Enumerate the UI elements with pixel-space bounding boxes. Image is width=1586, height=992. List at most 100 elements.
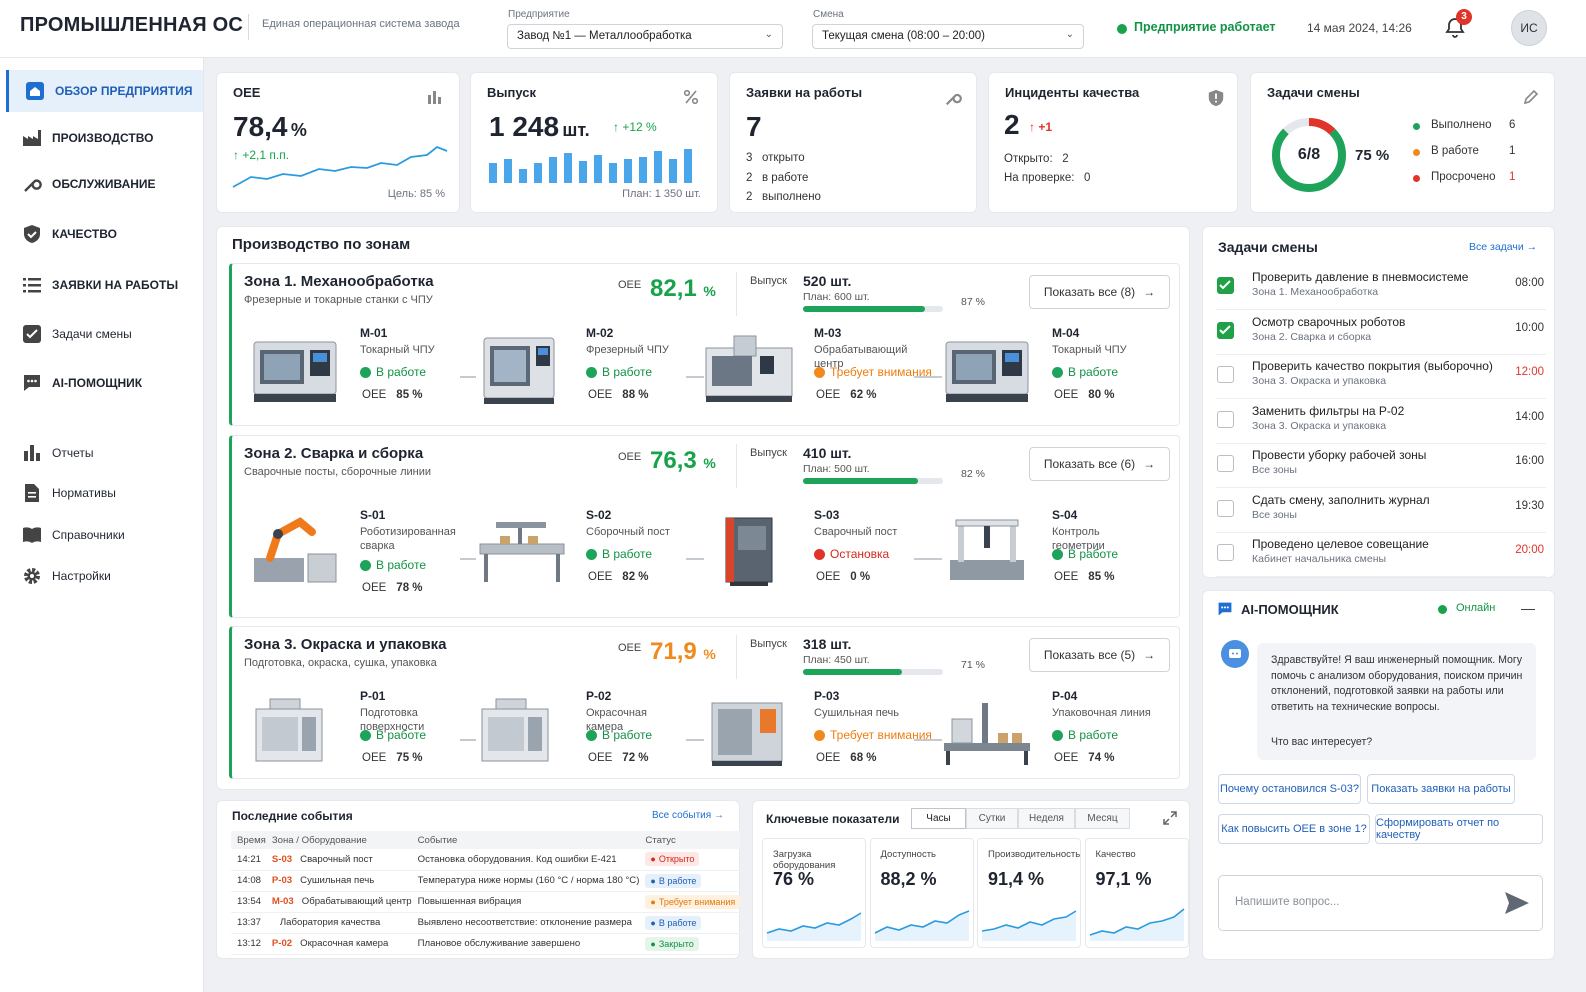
machine-image[interactable] xyxy=(250,514,342,590)
machine-code[interactable]: S-03 xyxy=(814,508,840,522)
all-events-link[interactable]: Все события → xyxy=(652,810,724,821)
zone-card[interactable]: Зона 1. Механообработка Фрезерные и токар… xyxy=(229,263,1180,426)
machine-image[interactable] xyxy=(250,695,342,771)
show-all-button[interactable]: Показать все (5) → xyxy=(1029,638,1170,672)
task-item[interactable]: Осмотр сварочных роботов Зона 2. Сварка и… xyxy=(1216,311,1546,355)
machine-image[interactable] xyxy=(250,332,342,408)
metric-value: 88,2 % xyxy=(880,869,937,889)
event-time: 13:12 xyxy=(231,933,266,955)
suggestion-chip[interactable]: Показать заявки на работы xyxy=(1367,774,1515,804)
tasks-legend: Выполнено 6 В работе 1 Просрочено 1 xyxy=(1413,119,1533,197)
task-checkbox[interactable] xyxy=(1217,277,1234,294)
sidebar-item-settings[interactable]: Настройки xyxy=(6,555,203,597)
metric-card[interactable]: Загрузка оборудования 76 % xyxy=(762,838,866,948)
task-checkbox[interactable] xyxy=(1217,410,1234,428)
task-checkbox[interactable] xyxy=(1217,366,1234,383)
machine-name: Токарный ЧПУ xyxy=(1052,344,1127,356)
zone-oee-value: 82,1 % xyxy=(650,275,716,302)
task-item[interactable]: Заменить фильтры на P-02 Зона 3. Окраска … xyxy=(1216,400,1546,444)
tab-day[interactable]: Сутки xyxy=(966,808,1018,829)
kpi-delta: ↑ +1 xyxy=(1029,120,1053,134)
table-row[interactable]: 13:54 M-03 Обрабатывающий центр Повышенная … xyxy=(231,891,741,913)
sidebar-item-ai[interactable]: AI-ПОМОЩНИК xyxy=(6,362,203,404)
machine-image[interactable] xyxy=(704,514,796,590)
machine-image[interactable] xyxy=(476,514,568,590)
suggestion-chip[interactable]: Как повысить OEE в зоне 1? xyxy=(1218,814,1370,844)
sidebar-item-label: ОБСЛУЖИВАНИЕ xyxy=(52,177,156,191)
machine-code[interactable]: P-02 xyxy=(586,689,612,703)
avatar[interactable]: ИС xyxy=(1511,10,1547,46)
kpi-workorders-card[interactable]: Заявки на работы 7 3 открыто 2 в работе … xyxy=(729,72,977,213)
suggestion-chip[interactable]: Почему остановился S-03? xyxy=(1218,774,1361,804)
send-icon[interactable] xyxy=(1504,891,1530,915)
task-item[interactable]: Проверить качество покрытия (выборочно) З… xyxy=(1216,355,1546,399)
table-row[interactable]: 14:21 S-03 Сварочный пост Остановка оборудо… xyxy=(231,849,741,871)
task-title: Проверить давление в пневмосистеме xyxy=(1252,270,1469,284)
task-checkbox[interactable] xyxy=(1217,455,1234,472)
ai-input-field[interactable]: Напишите вопрос... xyxy=(1218,875,1543,931)
sidebar-item-workorders[interactable]: ЗАЯВКИ НА РАБОТЫ xyxy=(6,264,203,306)
machine-code[interactable]: M-02 xyxy=(586,326,614,340)
shift-select[interactable]: Текущая смена (08:00 – 20:00) ⌄ xyxy=(812,24,1084,49)
machine-name: Окрасочная камера xyxy=(586,707,647,733)
tab-hours[interactable]: Часы xyxy=(911,808,966,829)
kpi-oee-card[interactable]: OEE 78,4 % ↑ +2,1 п.п. Цель: 85 % xyxy=(216,72,460,213)
sidebar-item-overview[interactable]: ОБЗОР ПРЕДПРИЯТИЯ xyxy=(6,70,203,112)
kpi-tasks-card[interactable]: Задачи смены 6/8 75 % Выполнено 6 В работ… xyxy=(1250,72,1555,213)
sidebar-item-quality[interactable]: КАЧЕСТВО xyxy=(6,213,203,255)
machine-code[interactable]: S-04 xyxy=(1052,508,1078,522)
task-item[interactable]: Проверить давление в пневмосистеме Зона 1… xyxy=(1216,266,1546,310)
machine-code[interactable]: P-03 xyxy=(814,689,840,703)
table-row[interactable]: 13:37 Лаборатория качества Выявлено несоот… xyxy=(231,912,741,934)
divider xyxy=(736,635,737,679)
zone-card[interactable]: Зона 3. Окраска и упаковка Подготовка, ок… xyxy=(229,626,1180,779)
kpi-incidents-card[interactable]: Инциденты качества 2 ↑ +1 Открыто: 2 На … xyxy=(988,72,1238,213)
sidebar-item-production[interactable]: ПРОИЗВОДСТВО xyxy=(6,117,203,159)
kpi-output-card[interactable]: Выпуск 1 248 шт. ↑ +12 % План: 1 350 шт. xyxy=(470,72,718,213)
all-tasks-link[interactable]: Все задачи → xyxy=(1469,241,1538,253)
machine-code[interactable]: S-01 xyxy=(360,508,386,522)
metric-card[interactable]: Качество 97,1 % xyxy=(1084,838,1189,948)
sidebar-item-shift-tasks[interactable]: Задачи смены xyxy=(6,313,203,355)
suggestion-chip[interactable]: Сформировать отчет по качеству xyxy=(1375,814,1543,844)
tab-week[interactable]: Неделя xyxy=(1018,808,1075,829)
task-checkbox[interactable] xyxy=(1217,321,1234,339)
machine-image[interactable] xyxy=(704,332,796,408)
task-item[interactable]: Сдать смену, заполнить журнал Все зоны 19:… xyxy=(1216,489,1546,533)
enterprise-select[interactable]: Завод №1 — Металлообработка ⌄ xyxy=(507,24,783,49)
zone-card[interactable]: Зона 2. Сварка и сборка Сварочные посты, … xyxy=(229,435,1180,618)
machine-code[interactable]: P-01 xyxy=(360,689,386,703)
machine-image[interactable] xyxy=(476,332,568,408)
minimize-icon[interactable]: — xyxy=(1521,600,1535,616)
show-all-button[interactable]: Показать все (6) → xyxy=(1029,447,1170,481)
task-item[interactable]: Провести уборку рабочей зоны Все зоны 16:0… xyxy=(1216,444,1546,488)
machine-image[interactable] xyxy=(942,695,1034,771)
task-checkbox[interactable] xyxy=(1217,544,1234,561)
machine-image[interactable] xyxy=(704,695,796,771)
event-equipment: P-02 Окрасочная камера xyxy=(265,933,412,955)
machine-code[interactable]: M-03 xyxy=(814,326,842,340)
sidebar-item-maintenance[interactable]: ОБСЛУЖИВАНИЕ xyxy=(6,163,203,205)
machine-code[interactable]: M-04 xyxy=(1052,326,1080,340)
metric-card[interactable]: Доступность 88,2 % xyxy=(869,838,974,948)
expand-icon[interactable] xyxy=(1162,810,1178,826)
home-icon xyxy=(15,81,55,101)
machine-code[interactable]: P-04 xyxy=(1052,689,1078,703)
machine-image[interactable] xyxy=(942,514,1034,590)
pencil-icon[interactable] xyxy=(1523,89,1539,105)
machine-image[interactable] xyxy=(942,332,1034,408)
machine-code[interactable]: M-01 xyxy=(360,326,388,340)
zone-output-label: Выпуск xyxy=(750,638,787,650)
machine-image[interactable] xyxy=(476,695,568,771)
table-row[interactable]: 14:08 P-03 Сушильная печь Температура ниже … xyxy=(231,870,741,892)
sidebar-item-references[interactable]: Справочники xyxy=(6,514,203,556)
task-item[interactable]: Проведено целевое совещание Кабинет начал… xyxy=(1216,533,1546,577)
machine-code[interactable]: S-02 xyxy=(586,508,612,522)
metric-card[interactable]: Производительность 91,4 % xyxy=(977,838,1081,948)
show-all-button[interactable]: Показать все (8) → xyxy=(1029,275,1170,309)
task-checkbox[interactable] xyxy=(1217,499,1234,517)
tab-month[interactable]: Месяц xyxy=(1075,808,1130,829)
sidebar-item-norms[interactable]: Нормативы xyxy=(6,472,203,514)
table-row[interactable]: 13:12 P-02 Окрасочная камера Плановое обслу… xyxy=(231,933,741,955)
sidebar-item-reports[interactable]: Отчеты xyxy=(6,432,203,474)
